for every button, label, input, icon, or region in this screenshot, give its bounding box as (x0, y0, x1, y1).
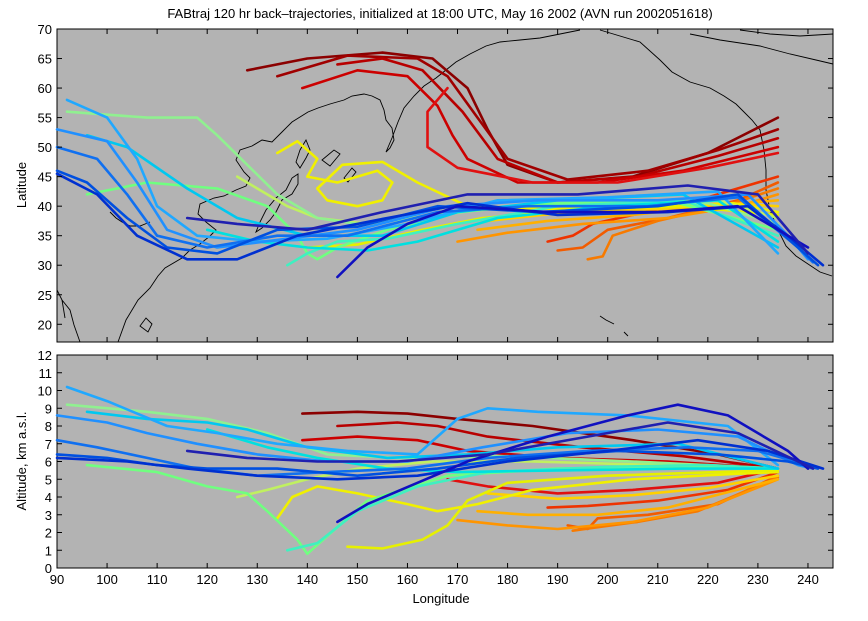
altitude-y-tick-label: 6 (45, 455, 52, 470)
map-trajectory-line (276, 54, 780, 181)
map-trajectory-line (336, 57, 780, 184)
map-trajectories (55, 51, 825, 279)
altitude-trajectory-line (276, 470, 780, 520)
coastlines (56, 29, 834, 343)
altitude-trajectory-line (185, 421, 815, 470)
altitude-y-tick-label: 12 (38, 348, 52, 363)
altitude-y-tick-label: 9 (45, 401, 52, 416)
altitude-x-tick-label: 180 (497, 572, 519, 587)
map-trajectory-line (55, 169, 820, 267)
altitude-trajectory-line (546, 470, 780, 509)
altitude-trajectory-line (55, 438, 810, 477)
altitude-x-tick-label: 240 (797, 572, 819, 587)
altitude-x-tick-label: 210 (647, 572, 669, 587)
map-trajectory-line (556, 181, 780, 252)
map-y-tick-label: 25 (38, 288, 52, 303)
altitude-y-tick-label: 4 (45, 490, 52, 505)
map-y-tick-label: 55 (38, 111, 52, 126)
altitude-y-axis-label: Altitude, km a.s.l. (14, 412, 29, 511)
map-y-tick-label: 40 (38, 199, 52, 214)
map-trajectory-line (55, 145, 815, 264)
altitude-trajectory-line (301, 410, 780, 470)
map-trajectory-line (185, 184, 810, 255)
altitude-y-tick-label: 10 (38, 384, 52, 399)
altitude-x-tick-label: 110 (147, 572, 168, 587)
altitude-y-tick-label: 5 (45, 472, 52, 487)
map-trajectory-line (306, 204, 780, 249)
map-trajectory-line (55, 172, 825, 267)
altitude-y-tick-label: 3 (45, 508, 52, 523)
altitude-trajectory-line (476, 478, 780, 517)
altitude-x-tick-label: 160 (397, 572, 419, 587)
altitude-trajectory-line (486, 474, 780, 501)
altitude-x-tick-label: 170 (447, 572, 469, 587)
map-trajectory-line (85, 181, 780, 261)
altitude-y-tick-label: 7 (45, 437, 52, 452)
altitude-trajectory-line (346, 469, 780, 550)
altitude-x-tick-label: 140 (296, 572, 318, 587)
altitude-x-tick-label: 90 (50, 572, 64, 587)
altitude-x-tick-label: 230 (747, 572, 769, 587)
map-trajectory-line (426, 86, 780, 184)
map-panel: 20 25 30 35 40 45 50 55 60 65 70 Latitude (14, 22, 834, 343)
map-y-tick-label: 50 (38, 140, 52, 155)
altitude-y-tick-label: 1 (45, 543, 52, 558)
altitude-x-tick-label: 130 (246, 572, 268, 587)
altitude-x-tick-label: 120 (196, 572, 218, 587)
map-y-axis-label: Latitude (14, 162, 29, 208)
altitude-trajectory-line (336, 403, 810, 524)
map-y-tick-label: 70 (38, 22, 52, 37)
map-trajectory-line (301, 69, 780, 184)
altitude-y-tick-label: 2 (45, 526, 52, 541)
map-y-tick-label: 60 (38, 81, 52, 96)
altitude-trajectory-line (336, 421, 780, 470)
altitude-trajectory-line (55, 438, 825, 481)
altitude-trajectory-line (85, 410, 780, 470)
altitude-y-tick-label: 11 (39, 366, 53, 381)
map-x-ticks (56, 29, 809, 342)
altitude-x-ticks: 90 100 110 120 130 140 150 160 170 180 190 200 210 22… (50, 355, 819, 587)
altitude-x-tick-label: 220 (697, 572, 719, 587)
altitude-trajectory-line (235, 460, 780, 499)
map-y-tick-label: 65 (38, 52, 52, 67)
map-trajectory-line (65, 98, 780, 255)
altitude-trajectories (55, 385, 825, 556)
altitude-x-tick-label: 150 (347, 572, 369, 587)
altitude-y-tick-label: 0 (45, 561, 52, 576)
map-y-tick-label: 20 (38, 317, 52, 332)
altitude-trajectory-line (65, 403, 780, 470)
altitude-trajectory-line (286, 463, 780, 552)
altitude-x-tick-label: 190 (547, 572, 569, 587)
altitude-panel: 90 100 110 120 130 140 150 160 170 180 190 200 210 22… (14, 348, 834, 606)
chart-title: FABtraj 120 hr back–trajectories, initia… (167, 6, 712, 21)
x-axis-label: Longitude (412, 591, 469, 606)
altitude-y-tick-label: 8 (45, 419, 52, 434)
map-y-tick-label: 45 (38, 170, 52, 185)
map-trajectory-line (336, 204, 810, 279)
altitude-x-tick-label: 200 (597, 572, 619, 587)
map-y-tick-label: 35 (38, 229, 52, 244)
map-y-ticks: 20 25 30 35 40 45 50 55 60 65 70 (38, 22, 833, 332)
altitude-trajectory-line (456, 478, 780, 531)
map-y-tick-label: 30 (38, 258, 52, 273)
altitude-trajectory-line (446, 467, 780, 495)
altitude-x-tick-label: 100 (96, 572, 118, 587)
map-trajectory-line (276, 139, 780, 214)
